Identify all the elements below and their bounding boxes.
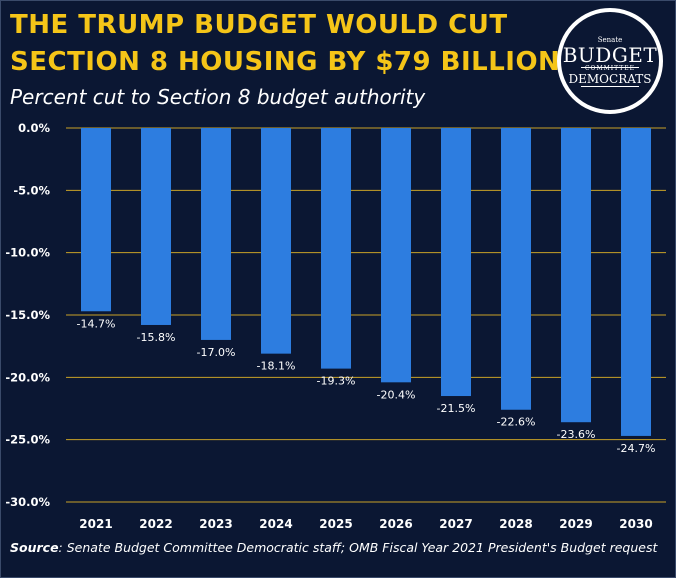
logo-text-democrats: DEMOCRATS (568, 72, 652, 86)
data-label-2022: -15.8% (137, 331, 176, 344)
data-label-2025: -19.3% (317, 375, 356, 388)
x-axis-ticks: 2021 2022 2023 2024 2025 2026 2027 2028 2029 2030 (79, 517, 652, 531)
bar-2029 (561, 128, 591, 423)
chart-subtitle: Percent cut to Section 8 budget authorit… (10, 85, 426, 109)
x-tick-label: 2022 (139, 517, 172, 531)
x-tick-label: 2027 (439, 517, 472, 531)
y-tick-label: -5.0% (13, 183, 50, 197)
bar-2024 (261, 128, 291, 354)
bar-2026 (381, 128, 411, 383)
data-label-2029: -23.6% (557, 428, 596, 441)
bar-chart: -14.7% -15.8% -17.0% -18.1% -19.3% -20.4% -21.… (5, 121, 666, 531)
x-tick-label: 2030 (619, 517, 652, 531)
logo-text-senate: Senate (597, 36, 623, 44)
y-tick-label: -30.0% (5, 495, 50, 509)
y-tick-label: -25.0% (5, 433, 50, 447)
y-tick-label: -10.0% (5, 246, 50, 260)
x-tick-label: 2026 (379, 517, 412, 531)
source-note: Source: Senate Budget Committee Democrat… (10, 539, 660, 556)
bar-2027 (441, 128, 471, 397)
y-tick-label: -20.0% (5, 370, 50, 384)
y-axis-ticks: 0.0% -5.0% -10.0% -15.0% -20.0% -25.0% -30.0% (5, 121, 50, 509)
data-label-2030: -24.7% (617, 442, 656, 455)
senate-budget-democrats-logo: Senate BUDGET COMMITTEE DEMOCRATS (557, 8, 663, 114)
x-tick-label: 2023 (199, 517, 232, 531)
data-label-2024: -18.1% (257, 360, 296, 373)
bar-2021 (81, 128, 111, 312)
logo-rule-top (581, 67, 639, 68)
bars (81, 128, 651, 436)
data-label-2028: -22.6% (497, 416, 536, 429)
bar-2030 (621, 128, 651, 436)
data-label-2027: -21.5% (437, 402, 476, 415)
x-tick-label: 2029 (559, 517, 592, 531)
bar-2028 (501, 128, 531, 410)
source-label: Source (10, 540, 59, 555)
logo-text-committee: COMMITTEE (584, 65, 636, 72)
chart-title-line-2: SECTION 8 HOUSING BY $79 BILLION (10, 47, 561, 77)
chart-title-line-1: THE TRUMP BUDGET WOULD CUT (10, 10, 508, 40)
x-tick-label: 2025 (319, 517, 352, 531)
x-tick-label: 2024 (259, 517, 292, 531)
data-label-2023: -17.0% (197, 346, 236, 359)
data-labels: -14.7% -15.8% -17.0% -18.1% -19.3% -20.4% -21.… (77, 317, 656, 455)
x-tick-label: 2021 (79, 517, 112, 531)
bar-2022 (141, 128, 171, 325)
data-label-2026: -20.4% (377, 388, 416, 401)
logo-rule-bottom (581, 86, 639, 87)
source-text: : Senate Budget Committee Democratic sta… (58, 540, 658, 555)
logo-text-budget: BUDGET (562, 43, 658, 67)
bar-2025 (321, 128, 351, 369)
bar-2023 (201, 128, 231, 340)
x-tick-label: 2028 (499, 517, 532, 531)
y-tick-label: 0.0% (18, 121, 50, 135)
y-tick-label: -15.0% (5, 308, 50, 322)
data-label-2021: -14.7% (77, 317, 116, 330)
